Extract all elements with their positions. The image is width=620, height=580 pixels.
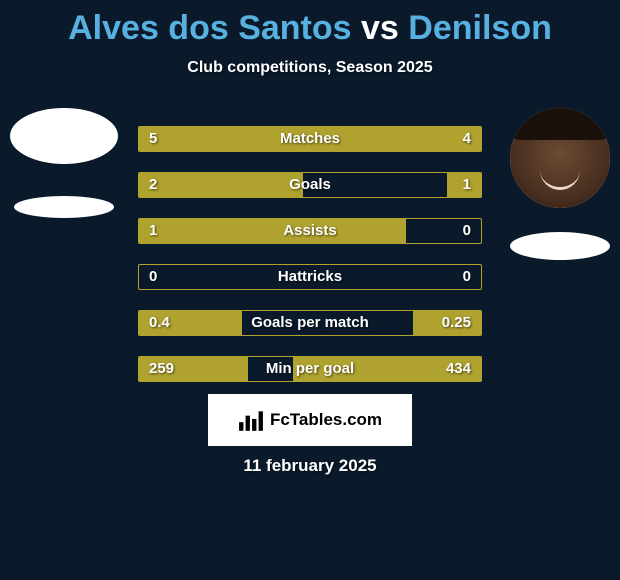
player-right-avatar [510,108,610,208]
player-left-column [10,108,118,218]
stats-rows: 54Matches 21Goals 10Assists 00Hattricks 0.40… [138,126,482,402]
stat-label: Min per goal [139,357,481,383]
stat-row: 10Assists [138,218,482,244]
brand-bars-icon [238,409,264,431]
title-player-right: Denilson [408,9,552,47]
stat-label: Goals [139,173,481,199]
date-text: 11 february 2025 [0,456,620,476]
stat-label: Matches [139,127,481,153]
subtitle: Club competitions, Season 2025 [0,59,620,77]
player-right-club-badge [510,232,610,260]
stat-row: 0.40.25Goals per match [138,310,482,336]
title-vs: vs [361,9,399,47]
stat-row: 00Hattricks [138,264,482,290]
stat-row: 54Matches [138,126,482,152]
page-title: Alves dos Santos vs Denilson [0,0,620,49]
title-player-left: Alves dos Santos [68,9,351,47]
stat-row: 21Goals [138,172,482,198]
player-left-avatar [10,108,118,164]
stat-row: 259434Min per goal [138,356,482,382]
stat-label: Goals per match [139,311,481,337]
player-right-column [510,108,610,260]
player-left-club-badge [14,196,114,218]
player-right-face-icon [510,108,610,208]
stat-label: Assists [139,219,481,245]
stat-label: Hattricks [139,265,481,291]
brand-text: FcTables.com [270,410,382,430]
brand-badge: FcTables.com [208,394,412,446]
